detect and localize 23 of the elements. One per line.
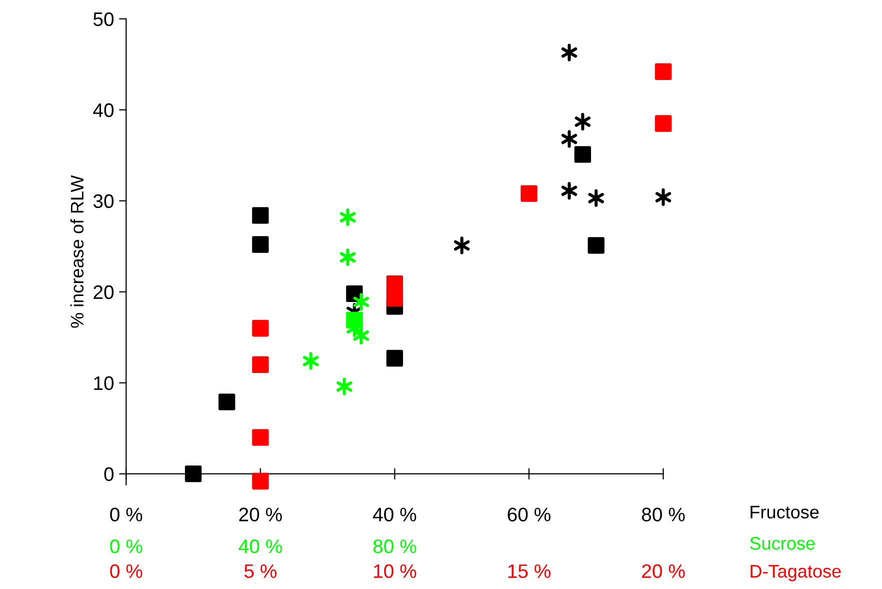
text: 20 % [642, 564, 685, 578]
x-tick-label: 0 % [110, 508, 142, 522]
x-tick-label: 80 % [642, 508, 685, 522]
x-tick-label: 40 % [372, 508, 416, 522]
y-tick-label: 30 [93, 194, 114, 208]
text: 5 % [244, 564, 276, 578]
y-tick-label: 50 [93, 12, 114, 26]
text: 15 % [508, 564, 550, 578]
x2-tick-label: 0 % [110, 539, 142, 554]
x-axis-title: Fructose [750, 506, 819, 518]
text: 0 % [110, 564, 142, 578]
x2-tick-label: 80 % [373, 539, 416, 554]
y-tick-label: 20 [94, 285, 114, 300]
x-tick-label: 20 % [239, 508, 282, 522]
text: D-Tagatose [750, 565, 841, 582]
x2-tick-label: 40 % [238, 539, 282, 554]
x-tick-label: 60 % [508, 508, 550, 522]
y-tick-label: 10 [94, 376, 114, 390]
y-axis-title: % increase of RLW [70, 175, 84, 328]
text: 10 % [374, 564, 416, 578]
x2-axis-title: Sucrose [750, 536, 815, 550]
y-tick-label: 0 [104, 467, 114, 482]
y-tick-label: 40 [93, 103, 114, 118]
